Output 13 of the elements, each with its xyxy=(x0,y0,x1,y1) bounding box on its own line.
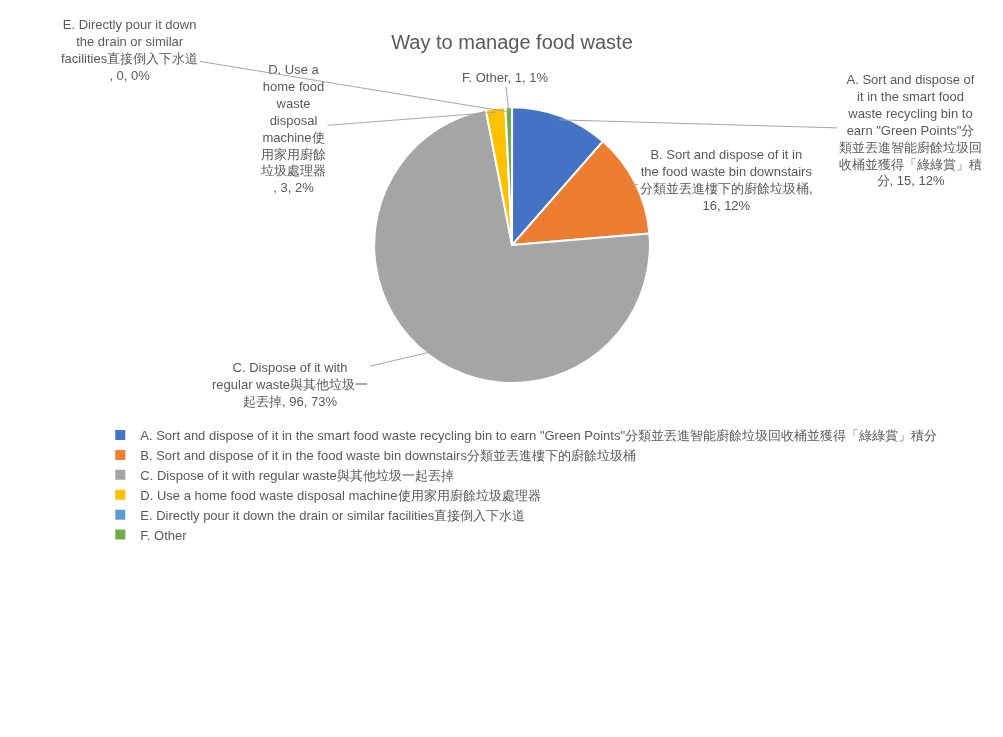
text: E. Directly pour it down the drain or similar facilities直接倒入下水道, 0, 0% xyxy=(61,17,199,83)
data-label: F. Other, 1, 1% xyxy=(462,70,549,85)
data-label: D. Use a home food waste disposal machine使用家用廚餘垃圾處理器, 3, 2% xyxy=(260,62,326,196)
legend-label: E. Directly pour it down the drain or similar facilities直接倒入下水道 xyxy=(140,507,526,523)
data-label: B. Sort and dispose of it in the food waste bin downstairs分類並丟進樓下的廚餘垃圾桶, 16, 12% xyxy=(640,147,813,213)
legend-label: B. Sort and dispose of it in the food waste bin downstairs分類並丟進樓下的廚餘垃圾桶 xyxy=(140,448,636,464)
data-label: C. Dispose of it with regular waste與其他垃圾一起丟掉, 96, 73% xyxy=(212,360,369,409)
data-label: A. Sort and dispose of it in the smart food waste recycling bin to earn "Green Points"分類並丟進智能廚餘垃圾回收桶並獲得「綠綠賞」積分, 15, 12% xyxy=(839,72,982,189)
legend-label: A. Sort and dispose of it in the smart food waste recycling bin to earn "Green Points"分類並丟進智能廚餘垃圾回收桶並獲得「綠綠賞」積分 xyxy=(140,428,937,444)
chart-title: Way to manage food waste xyxy=(391,31,633,53)
legend-label: D. Use a home food waste disposal machine使用家用廚餘垃圾處理器 xyxy=(140,487,541,503)
legend-label: F. Other xyxy=(140,527,188,543)
legend-label: C. Dispose of it with regular waste與其他垃圾一起丟掉 xyxy=(140,467,454,483)
